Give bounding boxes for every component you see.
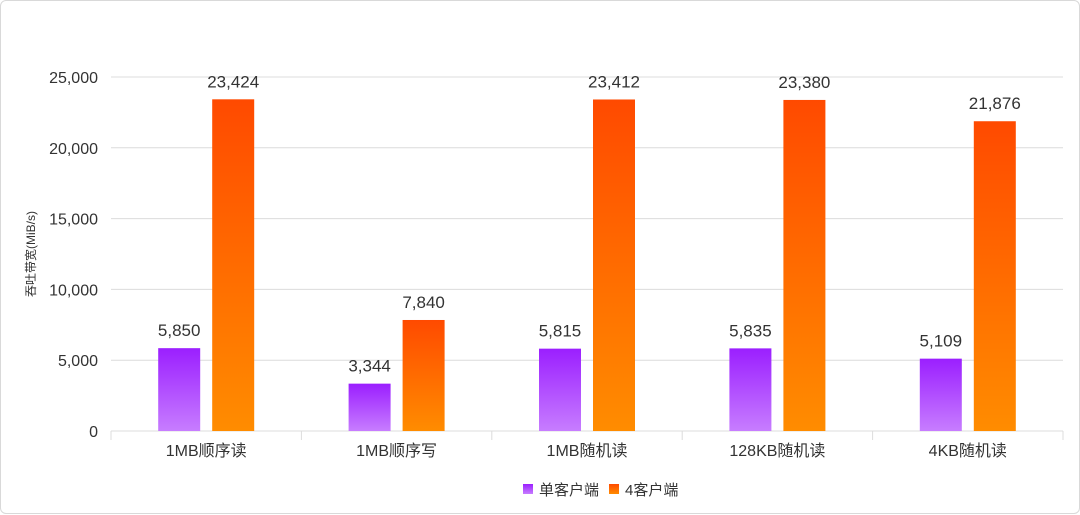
- legend-swatch: [609, 484, 620, 494]
- bar: [729, 348, 772, 431]
- y-tick-label: 0: [89, 424, 98, 441]
- x-tick-label: 1MB顺序写: [356, 442, 437, 460]
- y-tick-label: 15,000: [49, 212, 98, 229]
- bar: [973, 121, 1016, 431]
- data-labels: 5,850 3,344 5,815 5,835 5,109 23,424 7,840 23,4…: [158, 72, 1021, 375]
- data-label: 7,840: [402, 293, 445, 312]
- legend-label: 4客户端: [625, 482, 678, 499]
- x-tick-label: 1MB随机读: [547, 442, 628, 460]
- x-axis-ticks: 1MB顺序读 1MB顺序写 1MB随机读 128KB随机读 4KB随机读: [110, 431, 1064, 460]
- legend-label: 单客户端: [539, 482, 599, 499]
- bar: [593, 99, 635, 431]
- data-label: 5,850: [158, 321, 201, 340]
- data-label: 5,835: [729, 321, 772, 340]
- bar: [212, 99, 255, 431]
- x-tick-label: 1MB顺序读: [166, 442, 247, 460]
- grid-lines: [111, 76, 1063, 432]
- data-label: 23,424: [207, 72, 259, 91]
- bar: [158, 348, 201, 431]
- y-axis-ticks: 0 5,000 10,000 15,000 20,000 25,000: [49, 70, 98, 441]
- data-label: 3,344: [348, 357, 391, 376]
- data-label: 5,109: [920, 332, 963, 351]
- y-tick-label: 10,000: [49, 282, 98, 299]
- y-tick-label: 5,000: [58, 353, 98, 370]
- x-tick-label: 4KB随机读: [929, 442, 1007, 460]
- data-label: 23,380: [778, 73, 830, 92]
- bars: [158, 99, 1016, 431]
- data-label: 5,815: [539, 322, 582, 341]
- bar: [919, 358, 962, 431]
- x-tick-label: 128KB随机读: [729, 442, 825, 460]
- y-tick-label: 25,000: [49, 70, 98, 87]
- legend-swatch: [523, 484, 533, 494]
- data-label: 23,412: [588, 72, 640, 91]
- y-axis-label: 吞吐带宽(MiB/s): [23, 211, 38, 297]
- data-label: 21,876: [969, 94, 1021, 113]
- y-tick-label: 20,000: [49, 141, 98, 158]
- legend: 单客户端 4客户端: [523, 482, 678, 499]
- bar: [348, 383, 391, 431]
- bar: [783, 99, 826, 431]
- bar: [402, 319, 445, 431]
- bar: [539, 348, 581, 431]
